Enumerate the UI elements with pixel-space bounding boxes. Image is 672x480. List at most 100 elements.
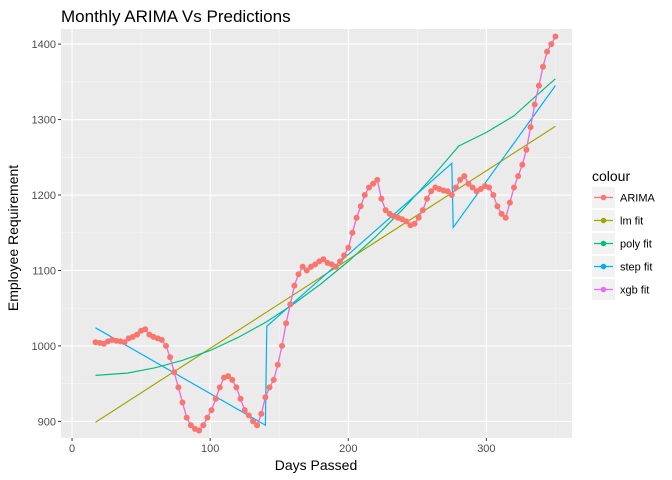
arima-point — [411, 220, 418, 227]
legend-key-point — [600, 240, 607, 247]
arima-point — [212, 395, 219, 402]
legend-item-poly-fit: poly fit — [592, 233, 652, 254]
legend-item-lm-fit: lm fit — [592, 210, 643, 231]
arima-point — [270, 376, 277, 383]
arima-point — [237, 395, 244, 402]
arima-point — [378, 195, 385, 202]
arima-point — [345, 244, 352, 251]
arima-point — [486, 184, 493, 191]
arima-point — [544, 48, 551, 55]
arima-point — [382, 207, 389, 214]
y-axis-title: Employee Requirement — [5, 165, 21, 311]
arima-point — [225, 373, 232, 380]
arima-point — [241, 407, 248, 414]
arima-point — [419, 207, 426, 214]
plot-panel — [61, 29, 572, 438]
arima-point — [175, 384, 182, 391]
x-tick-label: 200 — [339, 443, 357, 455]
arima-point — [303, 267, 310, 274]
y-tick-label: 1200 — [32, 190, 56, 202]
arima-point — [295, 271, 302, 278]
x-tick-label: 300 — [477, 443, 495, 455]
arima-point — [245, 412, 252, 419]
arima-point — [523, 146, 530, 153]
arima-point — [233, 384, 240, 391]
axis-ticks: 0 100 200 300 900 1000 1100 1200 1300 1400 — [32, 39, 496, 455]
arima-point — [453, 184, 459, 191]
arima-point — [349, 229, 356, 236]
arima-point — [444, 188, 451, 195]
arima-point — [287, 301, 294, 308]
arima-point — [540, 63, 546, 70]
arima-point — [187, 422, 194, 429]
poly-fit-series-line — [95, 78, 556, 376]
arima-point — [312, 261, 319, 268]
arima-point — [179, 399, 186, 406]
arima-point — [370, 180, 377, 187]
arima-point — [374, 176, 381, 183]
legend-item-step-fit: step fit — [592, 256, 652, 277]
arima-point — [258, 410, 265, 417]
arima-point — [332, 263, 339, 270]
arima-point — [498, 210, 505, 217]
y-tick-label: 1000 — [32, 341, 56, 353]
arima-point — [535, 82, 542, 89]
legend-key-point — [600, 217, 607, 224]
arima-point — [515, 173, 522, 180]
legend-item-xgb-fit: xgb fit — [592, 279, 649, 300]
y-tick-label: 900 — [38, 416, 56, 428]
arima-point — [229, 376, 236, 383]
legend-title: colour — [592, 168, 630, 184]
arima-point — [415, 214, 422, 221]
arima-point — [531, 101, 538, 108]
arima-point — [121, 339, 128, 346]
legend-key-point — [600, 194, 607, 201]
arima-point — [461, 173, 468, 180]
arima-point — [506, 199, 513, 206]
arima-point — [250, 418, 256, 425]
legend-key-point — [600, 263, 607, 270]
legend-label: step fit — [620, 262, 652, 274]
legend-key-point — [600, 286, 607, 293]
arima-point — [204, 414, 211, 421]
arima-point — [167, 354, 174, 361]
legend: colour ARIMA lm fit poly fit step fit xgb fi… — [592, 168, 656, 300]
y-tick-label: 1400 — [32, 39, 56, 51]
arima-point — [490, 192, 497, 198]
arima-point — [366, 184, 372, 191]
x-tick-label: 0 — [69, 443, 75, 455]
arima-point — [274, 361, 281, 368]
y-tick-label: 1300 — [32, 115, 56, 127]
arima-point — [216, 384, 223, 391]
x-axis-title: Days Passed — [275, 457, 357, 473]
arima-point — [357, 203, 364, 210]
chart-title: Monthly ARIMA Vs Predictions — [61, 7, 291, 26]
legend-label: lm fit — [620, 216, 643, 228]
legend-label: xgb fit — [620, 285, 649, 297]
arima-point — [200, 422, 207, 429]
legend-item-arima: ARIMA — [592, 187, 656, 208]
arima-point — [552, 33, 559, 40]
arima-point — [134, 331, 140, 338]
arima-point — [361, 192, 368, 198]
y-tick-label: 1100 — [32, 265, 56, 277]
arima-point — [457, 176, 464, 183]
arima-point — [279, 342, 285, 349]
arima-point — [511, 184, 517, 191]
arima-point — [337, 258, 343, 265]
arima-point — [163, 342, 169, 349]
arima-point — [254, 422, 261, 429]
arima-point — [208, 407, 215, 414]
arima-point — [158, 336, 165, 343]
arima-point — [262, 394, 269, 401]
arima-point — [320, 256, 327, 263]
arima-point — [353, 214, 360, 221]
arima-point — [196, 427, 203, 434]
arima-point — [183, 414, 190, 421]
arima-point — [469, 184, 476, 191]
legend-label: poly fit — [620, 239, 652, 251]
arima-point — [171, 369, 178, 376]
legend-label: ARIMA — [620, 193, 656, 205]
arima-point — [548, 41, 555, 48]
